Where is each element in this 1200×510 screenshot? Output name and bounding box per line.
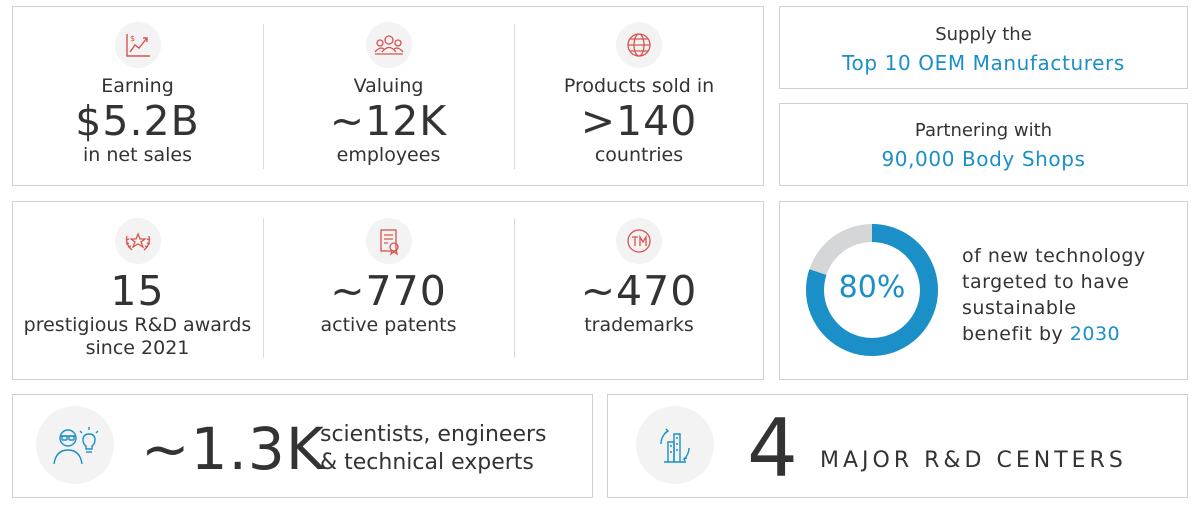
rd-centers-label: MAJOR R&D CENTERS — [820, 448, 1127, 473]
partner-highlight: 90,000 Body Shops — [881, 147, 1086, 171]
sustainability-line-3: sustainable — [962, 297, 1077, 319]
sustainability-line-4-text: benefit by — [962, 323, 1064, 345]
stat-label-bottom: countries — [594, 144, 684, 166]
stat-label-bottom: trademarks — [584, 314, 694, 336]
patent-certificate-icon — [365, 218, 412, 264]
sustainability-line-1: of new technology — [962, 245, 1146, 267]
scientist-lightbulb-icon — [36, 406, 114, 484]
sustainability-line-4: benefit by 2030 — [962, 321, 1146, 347]
sustainability-year: 2030 — [1069, 323, 1121, 345]
stat-countries: Products sold in >140 countries — [514, 22, 764, 167]
stat-value: ~770 — [330, 267, 447, 315]
stat-value: 15 — [110, 267, 165, 315]
divider — [263, 24, 264, 169]
divider — [263, 218, 264, 358]
employees-group-icon — [365, 22, 412, 68]
sustainability-donut — [806, 224, 938, 356]
stat-net-sales: $ Earning $5.2B in net sales — [12, 22, 263, 167]
stat-label-bottom: in net sales — [83, 144, 192, 166]
stat-value: $5.2B — [75, 97, 200, 145]
stat-label-bottom: prestigious R&D awards — [23, 314, 252, 336]
scientists-text: scientists, engineers & technical expert… — [320, 421, 547, 477]
stat-employees: Valuing ~12K employees — [263, 22, 514, 167]
supply-title: Supply the — [935, 24, 1032, 45]
globe-icon — [616, 22, 662, 68]
revenue-chart-icon: $ — [114, 22, 161, 68]
stat-value: ~470 — [580, 267, 698, 315]
stat-value: >140 — [580, 97, 698, 145]
divider — [514, 24, 515, 169]
donut-progress-arc — [806, 224, 938, 356]
rd-centers-value: 4 — [747, 402, 798, 495]
stat-label-top: Products sold in — [563, 75, 715, 97]
supply-panel: Supply the Top 10 OEM Manufacturers — [779, 6, 1188, 89]
partner-title: Partnering with — [914, 120, 1053, 141]
stat-awards: 15 prestigious R&D awards since 2021 — [12, 218, 263, 360]
scientists-line-1: scientists, engineers — [320, 422, 547, 447]
stat-label-bottom: active patents — [320, 314, 457, 336]
supply-highlight: Top 10 OEM Manufacturers — [842, 51, 1125, 75]
trademark-icon — [616, 218, 662, 264]
stat-label-bottom: employees — [336, 144, 441, 166]
donut-percent-label: 80% — [838, 270, 906, 305]
stat-label-bottom-2: since 2021 — [85, 337, 190, 359]
scientists-value: ~1.3K — [141, 415, 325, 483]
stat-value: ~12K — [329, 97, 448, 145]
stat-label-top: Valuing — [353, 75, 424, 97]
stat-label-top: Earning — [101, 75, 174, 97]
scientists-line-2: & technical experts — [320, 450, 534, 475]
rd-center-building-icon — [636, 406, 714, 484]
award-laurel-icon — [114, 218, 161, 264]
stat-trademarks: ~470 trademarks — [514, 218, 764, 337]
stat-patents: ~770 active patents — [263, 218, 514, 337]
svg-text:$: $ — [130, 34, 135, 43]
partner-panel: Partnering with 90,000 Body Shops — [779, 103, 1188, 186]
divider — [514, 218, 515, 358]
sustainability-text: of new technology targeted to have susta… — [962, 243, 1146, 347]
sustainability-line-2: targeted to have — [962, 271, 1130, 293]
